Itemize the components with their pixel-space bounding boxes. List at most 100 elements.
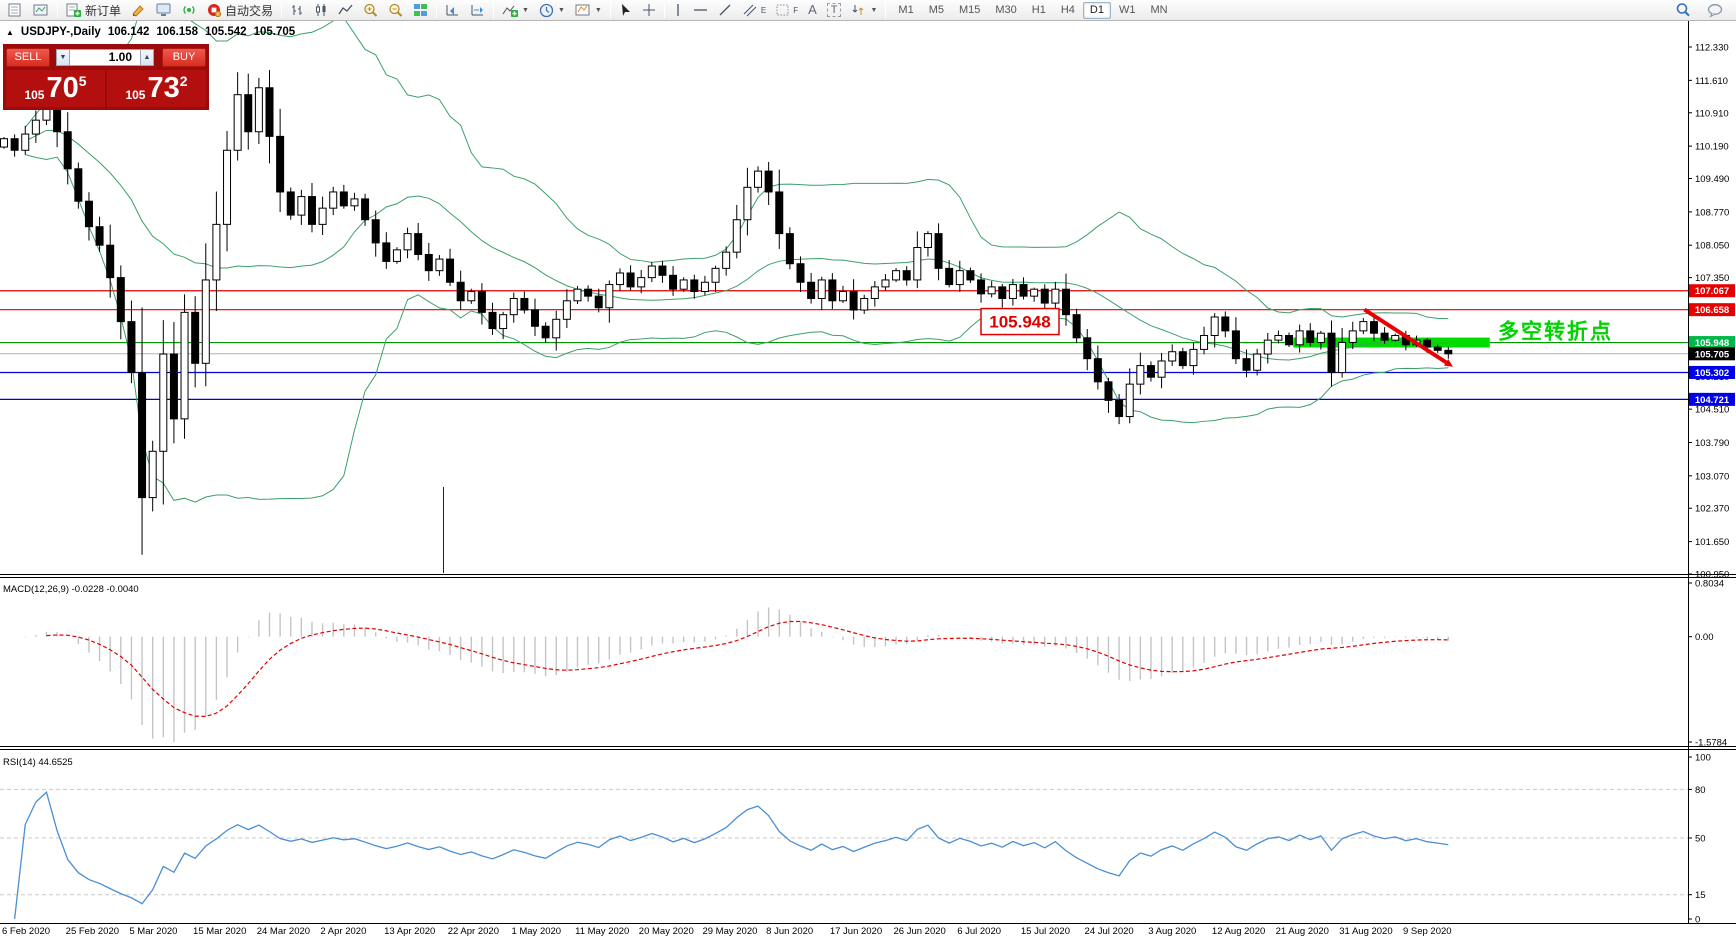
crosshair-tool-button[interactable] [637,1,661,19]
candle-body [1072,314,1081,339]
toolbar-separator [436,2,438,18]
indicators-button[interactable]: ▼ [497,1,534,19]
search-button[interactable] [1670,1,1696,19]
highlight-band[interactable] [1293,337,1490,348]
sell-button[interactable]: SELL [6,47,50,67]
candle-chart-mode-button[interactable] [309,1,333,19]
candle-body [1359,321,1368,332]
candle-body [1168,351,1177,362]
date-tick-label: 11 May 2020 [575,926,629,937]
candle-body [945,267,954,286]
volume-down-button[interactable]: ▼ [56,48,70,66]
price-tag-resistance-2-text: 106.658 [1695,305,1729,316]
candle-body [414,233,423,255]
candle-body [870,286,879,299]
templates-button[interactable]: ▼ [570,1,607,19]
signals-button[interactable] [177,1,202,19]
horizontal-line-tool-button[interactable] [688,1,713,19]
price-tag-resistance-1-text: 107.067 [1695,286,1729,297]
candle-body [307,196,316,225]
date-tick-label: 21 Aug 2020 [1276,926,1329,937]
line-chart-mode-button[interactable] [333,1,358,19]
price-chart[interactable]: 105.948 多空转折点 112.330 111.610 110.910 110.190… [0,21,1736,940]
candle-body [1115,399,1124,418]
autotrading-label: 自动交易 [225,3,274,18]
candle-body [1062,288,1070,316]
one-click-trade-panel: SELL ▼ ▲ BUY 105 70 5 105 73 2 [3,44,209,110]
periods-button[interactable]: ▼ [534,1,570,19]
timeframe-h1-button[interactable]: H1 [1031,4,1046,16]
zoom-out-icon [389,3,403,17]
timeframe-mn-button[interactable]: MN [1150,4,1168,16]
candle-body [1030,288,1039,297]
candle-body [138,372,147,499]
zoom-out-button[interactable] [383,1,408,19]
candle-body [1274,335,1283,341]
sell-price-sup: 5 [78,73,87,89]
auto-scroll-button[interactable] [440,1,465,19]
timeframe-d1-button[interactable]: D1 [1082,1,1111,19]
timeframe-w1-button[interactable]: W1 [1118,4,1136,16]
candle-body [902,270,911,281]
fibonacci-tool-button[interactable]: E [737,1,771,19]
timeframe-h4-button[interactable]: H4 [1060,4,1075,16]
candle-body [711,267,720,283]
zoom-in-button[interactable] [358,1,383,19]
autotrading-icon [208,4,222,17]
date-tick-label: 26 Jun 2020 [894,926,946,937]
styler-button[interactable] [126,1,151,19]
candle-body [0,138,8,148]
candle-body [1242,358,1251,371]
candle-body [1146,365,1155,378]
candle-body [31,119,40,135]
cursor-tool-button[interactable] [614,1,637,19]
candle-body [977,279,986,295]
new-order-label: 新订单 [85,3,122,18]
collapse-arrow-icon[interactable]: ▲ [6,27,14,37]
vertical-line-tool-button[interactable] [668,1,688,19]
trend-arrow-line[interactable] [1363,307,1448,365]
annotation-text[interactable]: 多空转折点 [1498,320,1613,344]
candle-body [371,219,380,244]
timeframe-m5-button[interactable]: M5 [928,4,944,16]
candle-body [732,219,741,253]
candle-body [191,311,200,364]
chart-profiles-button[interactable] [28,1,54,19]
bar-chart-mode-button[interactable] [285,1,309,19]
price-tick-label: 107.350 [1695,273,1729,284]
volume-input[interactable] [70,48,140,66]
sell-price-display[interactable]: 105 70 5 [6,70,105,107]
candle-body [615,272,624,286]
candle-body [754,170,763,188]
timeframe-m1-button[interactable]: M1 [898,4,914,16]
price-callout-box[interactable] [980,307,1060,336]
new-chart-button[interactable] [3,1,28,19]
candle-body [520,297,529,311]
autotrading-button[interactable]: 自动交易 [202,1,278,19]
candle-body [807,281,816,299]
new-order-button[interactable]: 新订单 [61,1,126,19]
text-label-tool-button[interactable]: T [822,1,847,19]
buy-button[interactable]: BUY [162,47,206,67]
chart-shift-button[interactable] [465,1,490,19]
expert-advisors-button[interactable] [151,1,177,19]
trend-arrow-head [1443,359,1453,367]
tile-windows-button[interactable] [408,1,433,19]
timeframe-m15-button[interactable]: M15 [958,4,981,16]
chat-button[interactable] [1702,1,1729,19]
buy-price-display[interactable]: 105 73 2 [107,70,206,107]
grid-tool-button[interactable]: F [771,1,803,19]
dropdown-caret-icon: ▼ [557,6,565,14]
trendline-tool-button[interactable] [713,1,737,19]
chart-workspace[interactable]: 105.948 多空转折点 112.330 111.610 110.910 110.190… [0,21,1736,940]
text-tool-button[interactable]: A [803,1,822,19]
candle-body [1210,316,1219,337]
trendline-icon [719,4,731,16]
candle-body [626,272,635,288]
arrows-tool-button[interactable]: ▼ [846,1,882,19]
styler-icon [132,5,144,17]
volume-up-button[interactable]: ▲ [140,48,154,66]
candle-body [562,300,571,320]
candle-body [722,251,731,269]
timeframe-m30-button[interactable]: M30 [995,4,1017,16]
